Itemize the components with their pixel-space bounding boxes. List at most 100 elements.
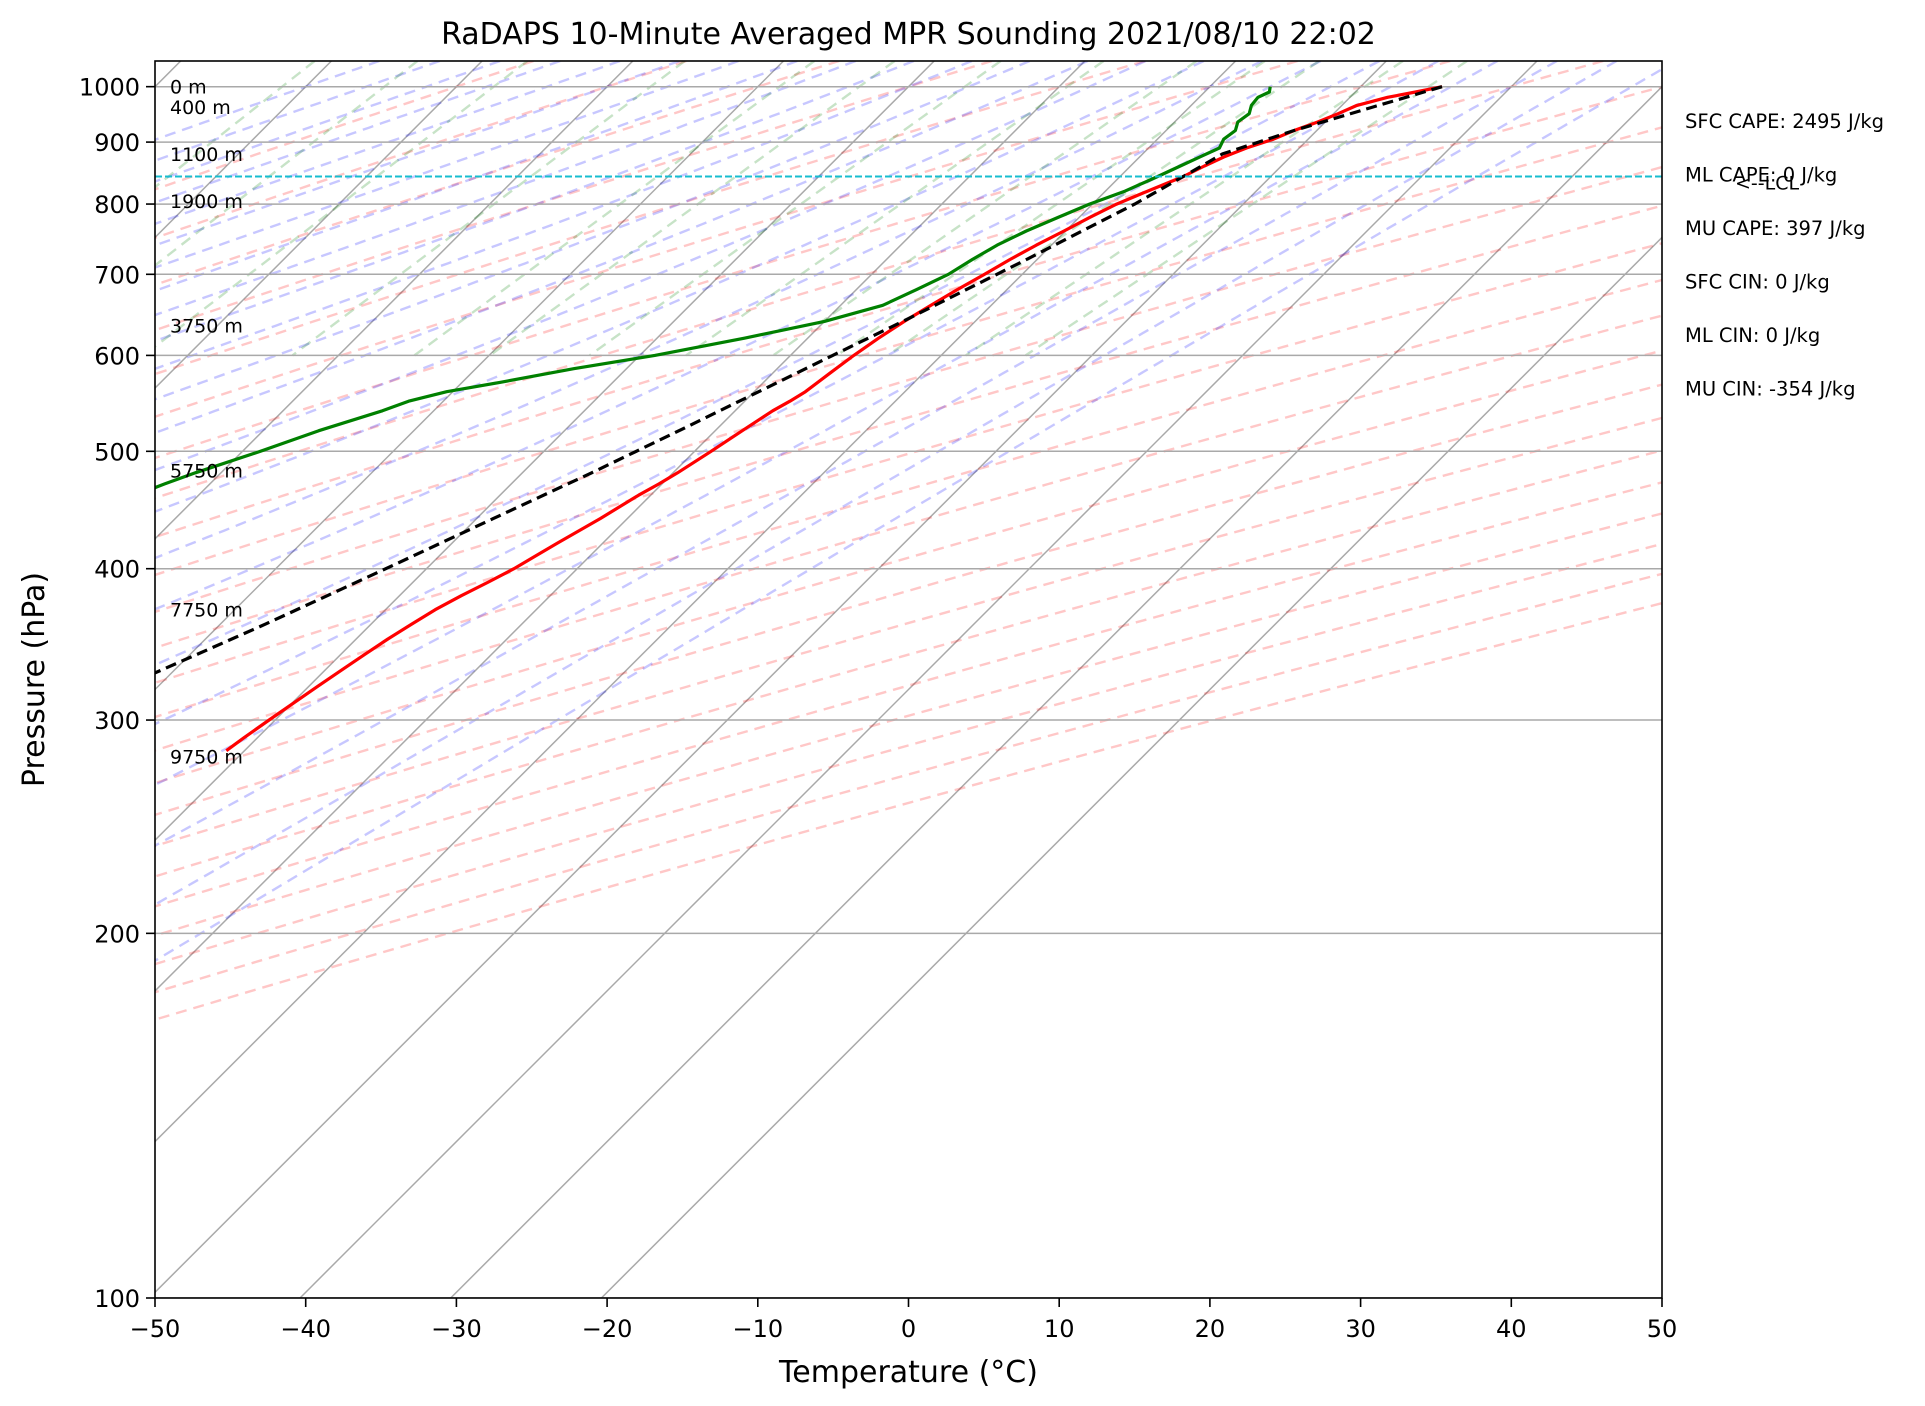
mixing-ratio-line — [588, 61, 1002, 357]
dry-adiabat-line — [155, 126, 1662, 577]
y-tick-label: 900 — [94, 129, 140, 157]
isotherm-line — [155, 61, 785, 691]
height-label: 9750 m — [170, 746, 243, 768]
stat-line: SFC CAPE: 2495 J/kg — [1685, 110, 1884, 133]
stats-panel: SFC CAPE: 2495 J/kg ML CAPE: 0 J/kg MU CAP… — [1685, 110, 1884, 401]
height-label: 1900 m — [170, 191, 243, 213]
x-tick-label: 10 — [1044, 1315, 1075, 1343]
mixing-ratio-line — [685, 61, 1105, 357]
plot-area — [155, 61, 1662, 1298]
chart-title: RaDAPS 10-Minute Averaged MPR Sounding 2… — [441, 17, 1376, 52]
height-label: 5750 m — [170, 461, 243, 483]
dry-adiabat-line — [155, 61, 1298, 418]
dry-adiabat-line — [155, 61, 993, 332]
moist-adiabat-line — [155, 61, 1322, 611]
mixing-ratio-line — [1024, 61, 1468, 357]
isotherm-line — [155, 61, 1086, 992]
dry-adiabat-line — [155, 61, 687, 240]
dry-adiabat-line — [155, 349, 1662, 785]
moist-adiabat-line — [155, 61, 1499, 787]
moist-adiabat-line — [155, 61, 1089, 435]
dry-adiabat-line — [155, 383, 1662, 817]
height-label: 3750 m — [170, 316, 243, 338]
mixing-ratio-line — [413, 61, 816, 357]
y-tick-label: 800 — [94, 191, 140, 219]
y-axis-label: Pressure (hPa) — [17, 572, 52, 787]
stat-line: ML CAPE: 0 J/kg — [1685, 164, 1837, 187]
annotations: <--LCL 9750 m 7750 m 5750 m 3750 m 1900 m 1100… — [155, 77, 1799, 768]
moist-adiabat-line — [155, 61, 1263, 560]
moist-adiabat-line — [155, 61, 621, 226]
height-label: 1100 m — [170, 144, 243, 166]
stat-line: ML CIN: 0 J/kg — [1685, 324, 1820, 347]
x-axis-label: Temperature (°C) — [778, 1355, 1038, 1390]
isotherm-line — [600, 236, 1662, 1298]
moist-adiabat-line — [155, 61, 739, 269]
dry-adiabat-line — [155, 85, 1662, 539]
moist-adiabat-line — [155, 61, 680, 247]
moist-adiabat-line — [155, 61, 1380, 667]
moist-adiabat-line — [155, 61, 1147, 472]
isotherm-line — [299, 61, 1538, 1298]
moist-adiabat-line — [155, 61, 561, 204]
mixing-ratio-line — [772, 61, 1198, 357]
moist-adiabat-line — [155, 61, 1439, 726]
x-tick-label: −20 — [582, 1315, 633, 1343]
moist-adiabat-line — [155, 61, 1618, 906]
y-tick-label: 200 — [94, 920, 140, 948]
dry-adiabat-line — [155, 512, 1662, 937]
stat-line: SFC CIN: 0 J/kg — [1685, 271, 1830, 294]
isotherm-line — [155, 61, 483, 390]
grid-lines — [155, 85, 1662, 1298]
mixing-ratio-line — [836, 61, 1266, 357]
moist-adiabat-line — [155, 61, 501, 183]
x-axis-ticks: −50 −40 −30 −20 −10 0 10 20 30 40 50 — [130, 1298, 1678, 1343]
mixing-ratio-line — [155, 61, 529, 349]
y-tick-label: 1000 — [79, 74, 140, 102]
isotherm-line — [155, 61, 935, 842]
background-lines — [155, 61, 1662, 1298]
dry-adiabat-line — [155, 481, 1662, 908]
isotherm-line — [155, 61, 634, 540]
y-tick-label: 500 — [94, 438, 140, 466]
y-tick-label: 700 — [94, 261, 140, 289]
series-1-line — [155, 86, 1272, 490]
x-tick-label: −50 — [130, 1315, 181, 1343]
x-tick-label: 50 — [1647, 1315, 1678, 1343]
y-tick-label: 100 — [94, 1285, 140, 1313]
dry-adiabat-line — [155, 61, 1146, 376]
isotherm-line — [155, 61, 1387, 1294]
mixing-ratio-line — [155, 61, 316, 189]
isotherm-line — [450, 85, 1662, 1298]
dry-adiabat-line — [155, 204, 1662, 650]
x-tick-label: −40 — [280, 1315, 331, 1343]
dry-adiabat-line — [155, 165, 1662, 614]
height-label: 0 m — [170, 77, 207, 99]
mixing-ratio-line — [965, 61, 1404, 357]
height-label: 400 m — [170, 97, 231, 119]
series-0-line — [225, 85, 1443, 752]
dry-adiabat-line — [155, 416, 1662, 848]
y-tick-label: 300 — [94, 707, 140, 735]
moist-adiabat-line — [155, 61, 1031, 401]
mixing-ratio-line — [489, 61, 896, 357]
y-axis-ticks: 100 200 300 400 500 600 700 800 900 1000 — [79, 74, 155, 1313]
moist-adiabat-line — [155, 61, 915, 343]
dry-adiabat-line — [155, 61, 1451, 460]
x-tick-label: 40 — [1496, 1315, 1527, 1343]
data-traces — [155, 85, 1443, 752]
x-tick-label: 20 — [1195, 1315, 1226, 1343]
lcl-label: <--LCL — [1735, 173, 1799, 195]
x-tick-label: 30 — [1345, 1315, 1376, 1343]
dry-adiabat-line — [155, 601, 1662, 1021]
stat-line: MU CIN: -354 J/kg — [1685, 378, 1855, 401]
height-label: 7750 m — [170, 600, 243, 622]
stat-line: MU CAPE: 397 J/kg — [1685, 217, 1866, 240]
x-tick-label: 0 — [901, 1315, 916, 1343]
moist-adiabat-line — [155, 67, 1662, 963]
mixing-ratio-line — [886, 61, 1320, 357]
isotherm-line — [155, 61, 1237, 1143]
moist-adiabat-line — [155, 61, 1205, 513]
x-tick-label: −10 — [732, 1315, 783, 1343]
